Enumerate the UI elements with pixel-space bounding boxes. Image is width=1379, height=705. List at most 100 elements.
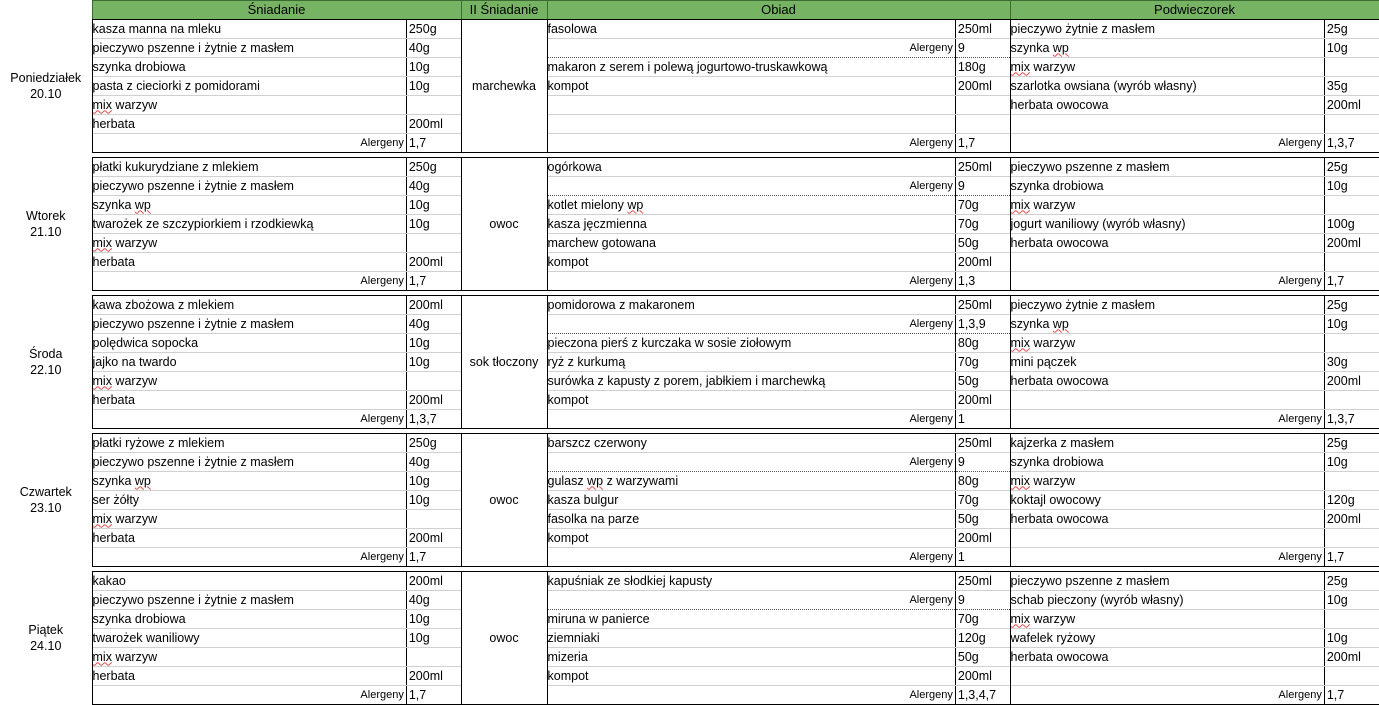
menu-item-qty: 25g [1323, 158, 1379, 177]
menu-item-row: herbata 200ml [92, 390, 461, 410]
menu-item-name: herbata [92, 390, 407, 410]
menu-item-qty [405, 509, 461, 529]
menu-item-qty: 250g [405, 158, 461, 177]
menu-item-name: kasza manna na mleku [92, 20, 407, 39]
table-header: Śniadanie II Śniadanie Obiad Podwieczore… [0, 0, 1379, 20]
soup-allergen-row: Alergeny 9 [547, 452, 1010, 472]
allergen-label: Alergeny [547, 314, 956, 334]
lunch-block: barszcz czerwony 250ml Alergeny 9 gulasz wp … [547, 434, 1010, 566]
menu-item-name: pieczywo pszenne i żytnie z masłem [92, 38, 407, 58]
menu-item-row: jajko na twardo 10g [92, 352, 461, 372]
menu-item-name: pieczywo pszenne i żytnie z masłem [92, 314, 407, 334]
menu-item-row: mini pączek 30g [1010, 352, 1379, 372]
menu-item-name: koktajl owocowy [1010, 490, 1325, 510]
menu-item-name: szynka wp [92, 471, 407, 491]
allergen-value: 9 [954, 176, 1010, 196]
menu-item-row: makaron z serem i polewą jogurtowo-trusk… [547, 57, 1010, 77]
menu-item-name: kompot [547, 390, 956, 410]
menu-item-row: herbata owocowa 200ml [1010, 509, 1379, 529]
menu-item-qty: 10g [405, 57, 461, 77]
soup-row: fasolowa 250ml [547, 20, 1010, 39]
soup-allergen-row: Alergeny 1,3,9 [547, 314, 1010, 334]
menu-item-name: pieczywo pszenne z masłem [1010, 572, 1325, 591]
menu-item-name [1010, 114, 1325, 134]
day-date: 21.10 [30, 225, 62, 239]
allergen-row: Alergeny 1 [548, 409, 1010, 428]
allergen-row: Alergeny 1,7 [1011, 547, 1379, 566]
lunch-cell: kapuśniak ze słodkiej kapusty 250ml Alerge… [546, 571, 1011, 705]
menu-item-name [1010, 528, 1325, 548]
menu-item-row: polędwica sopocka 10g [92, 333, 461, 353]
menu-item-name: herbata owocowa [1010, 647, 1325, 667]
menu-item-qty [1323, 528, 1379, 548]
menu-item-qty: 200ml [1323, 509, 1379, 529]
menu-item-qty: 70g [954, 214, 1010, 234]
allergen-label: Alergeny [909, 412, 953, 425]
breakfast-block: kawa zbożowa z mlekiem 200ml pieczywo psze… [92, 296, 461, 428]
soup-name: barszcz czerwony [547, 434, 956, 453]
day-row: Wtorek 21.10 płatki kukurydziane z mlekiem… [0, 157, 1379, 291]
menu-item-name: twarożek waniliowy [92, 628, 407, 648]
menu-item-row: mix warzyw [1010, 471, 1379, 491]
allergen-label: Alergeny [1278, 136, 1322, 149]
menu-item-qty: 200ml [954, 666, 1010, 686]
menu-item-qty: 200ml [1323, 647, 1379, 667]
menu-item-name: kompot [547, 76, 956, 96]
menu-item-row: mix warzyw [92, 647, 461, 667]
snack-cell: pieczywo pszenne z masłem 25g szynka drobi… [1009, 157, 1379, 291]
allergen-value: 9 [954, 452, 1010, 472]
menu-item-qty: 40g [405, 176, 461, 196]
menu-item-row: twarożek ze szczypiorkiem i rzodkiewką 10… [92, 214, 461, 234]
menu-item-row: płatki kukurydziane z mlekiem 250g [92, 158, 461, 177]
menu-item-qty [405, 371, 461, 391]
day-date: 20.10 [30, 87, 62, 101]
allergen-row: Alergeny 1,7 [93, 547, 461, 566]
day-name: Czwartek [19, 485, 72, 499]
menu-item-name: pieczona pierś z kurczaka w sosie ziołow… [547, 333, 956, 353]
menu-item-row: mix warzyw [1010, 57, 1379, 77]
menu-item-name [1010, 390, 1325, 410]
menu-item-qty: 40g [405, 452, 461, 472]
menu-item-qty: 25g [1323, 434, 1379, 453]
menu-item-qty: 200ml [405, 114, 461, 134]
menu-item-row: szarlotka owsiana (wyrób własny) 35g [1010, 76, 1379, 96]
menu-item-name: pieczywo żytnie z masłem [1010, 296, 1325, 315]
menu-item-name: ryż z kurkumą [547, 352, 956, 372]
menu-item-row: pieczywo pszenne i żytnie z masłem 40g [92, 452, 461, 472]
menu-item-row: ser żółty 10g [92, 490, 461, 510]
row-spacer [0, 152, 1379, 158]
menu-item-qty: 50g [954, 647, 1010, 667]
lunch-cell: ogórkowa 250ml Alergeny 9 kotlet mielony wp 7… [546, 157, 1011, 291]
menu-item-name: mix warzyw [92, 95, 407, 115]
allergen-value: 1 [954, 409, 1010, 428]
menu-item-qty: 50g [954, 233, 1010, 253]
snack-block: pieczywo żytnie z masłem 25g szynka wp 10g m… [1010, 296, 1379, 428]
menu-item-qty: 180g [954, 57, 1010, 77]
menu-item-row: pieczywo pszenne i żytnie z masłem 40g [92, 176, 461, 196]
menu-item-qty: 120g [954, 628, 1010, 648]
menu-item-qty: 70g [954, 352, 1010, 372]
soup-qty: 250ml [954, 434, 1010, 453]
allergen-row: Alergeny 1,7 [548, 133, 1010, 152]
menu-item-qty: 250g [405, 434, 461, 453]
menu-item-row: pieczywo pszenne i żytnie z masłem 40g [92, 590, 461, 610]
menu-item-name: mini pączek [1010, 352, 1325, 372]
second-breakfast-cell: owoc [460, 157, 548, 291]
menu-item-name: mix warzyw [1010, 57, 1325, 77]
menu-item-row: pieczywo żytnie z masłem 25g [1010, 20, 1379, 39]
menu-item-qty [1323, 390, 1379, 410]
menu-item-name: mix warzyw [92, 647, 407, 667]
snack-cell: pieczywo żytnie z masłem 25g szynka wp 10g m… [1009, 295, 1379, 429]
menu-item-name: miruna w panierce [547, 609, 956, 629]
menu-item-qty: 120g [1323, 490, 1379, 510]
snack-block: pieczywo pszenne z masłem 25g szynka drobi… [1010, 158, 1379, 290]
menu-item-name: szynka wp [1010, 38, 1325, 58]
menu-item-row: szynka wp 10g [1010, 314, 1379, 334]
row-spacer [0, 428, 1379, 434]
second-breakfast-cell: owoc [460, 433, 548, 567]
menu-item-qty: 40g [405, 38, 461, 58]
menu-item-row: herbata owocowa 200ml [1010, 371, 1379, 391]
allergen-row: Alergeny 1,3 [548, 271, 1010, 290]
menu-item-qty: 200ml [1323, 95, 1379, 115]
